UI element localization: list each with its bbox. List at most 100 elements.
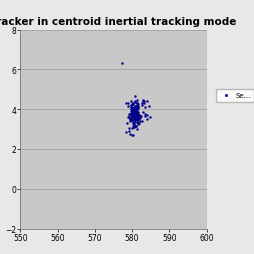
Point — [140, 101, 144, 105]
Point — [129, 119, 133, 123]
Point — [130, 103, 134, 107]
Point — [134, 114, 138, 118]
Legend: Se...: Se... — [215, 89, 253, 102]
Point — [137, 117, 141, 121]
Point — [132, 108, 136, 112]
Point — [134, 117, 138, 121]
Point — [131, 111, 135, 115]
Point — [148, 116, 152, 120]
Point — [125, 101, 130, 105]
Point — [125, 116, 130, 120]
Point — [140, 111, 144, 115]
Point — [132, 116, 136, 120]
Point — [129, 102, 133, 106]
Point — [125, 121, 129, 125]
Point — [129, 108, 133, 112]
Point — [132, 101, 136, 105]
Point — [131, 115, 135, 119]
Point — [144, 114, 148, 118]
Point — [134, 113, 138, 117]
Point — [135, 116, 139, 120]
Point — [133, 105, 137, 109]
Point — [134, 110, 138, 114]
Point — [128, 113, 132, 117]
Point — [140, 104, 144, 108]
Point — [133, 115, 137, 119]
Point — [142, 106, 146, 110]
Point — [139, 115, 143, 119]
Point — [131, 110, 135, 114]
Point — [135, 106, 139, 110]
Point — [127, 117, 131, 121]
Point — [129, 134, 133, 138]
Point — [135, 111, 139, 115]
Point — [134, 119, 138, 123]
Point — [129, 108, 133, 112]
Point — [126, 112, 131, 116]
Point — [133, 113, 137, 117]
Point — [131, 124, 135, 129]
Point — [136, 122, 140, 126]
Point — [137, 121, 141, 125]
Point — [131, 126, 135, 130]
Point — [136, 114, 140, 118]
Point — [129, 118, 133, 122]
Point — [130, 115, 134, 119]
Point — [133, 114, 137, 118]
Point — [133, 112, 137, 116]
Point — [134, 118, 138, 122]
Point — [129, 113, 133, 117]
Point — [133, 114, 137, 118]
Point — [136, 118, 140, 122]
Point — [130, 102, 134, 106]
Point — [128, 133, 132, 137]
Point — [132, 99, 136, 103]
Point — [133, 125, 137, 129]
Point — [134, 116, 138, 120]
Point — [132, 114, 136, 118]
Point — [130, 109, 134, 113]
Point — [134, 107, 138, 111]
Title: Tracker in centroid inertial tracking mode: Tracker in centroid inertial tracking mo… — [0, 17, 236, 27]
Point — [132, 106, 136, 110]
Point — [133, 111, 137, 115]
Point — [135, 127, 139, 131]
Point — [142, 101, 146, 105]
Point — [136, 115, 140, 119]
Point — [131, 111, 135, 115]
Point — [130, 103, 134, 107]
Point — [131, 114, 135, 118]
Point — [132, 115, 136, 119]
Point — [140, 98, 144, 102]
Point — [133, 113, 137, 117]
Point — [130, 117, 134, 121]
Point — [134, 98, 138, 102]
Point — [134, 121, 138, 125]
Point — [127, 116, 131, 120]
Point — [135, 106, 139, 110]
Point — [127, 129, 131, 133]
Point — [135, 118, 139, 122]
Point — [128, 105, 132, 109]
Point — [133, 110, 137, 114]
Point — [130, 120, 134, 124]
Point — [131, 106, 135, 110]
Point — [131, 123, 135, 127]
Point — [131, 110, 135, 114]
Point — [138, 119, 142, 123]
Point — [131, 122, 135, 126]
Point — [146, 105, 150, 109]
Point — [133, 95, 137, 99]
Point — [144, 100, 148, 104]
Point — [131, 113, 135, 117]
Point — [129, 106, 133, 110]
Point — [129, 115, 133, 119]
Point — [133, 118, 137, 122]
Point — [129, 110, 133, 115]
Point — [131, 121, 135, 125]
Point — [131, 114, 135, 118]
Point — [144, 117, 148, 121]
Point — [130, 119, 134, 123]
Point — [140, 119, 144, 123]
Point — [131, 108, 135, 112]
